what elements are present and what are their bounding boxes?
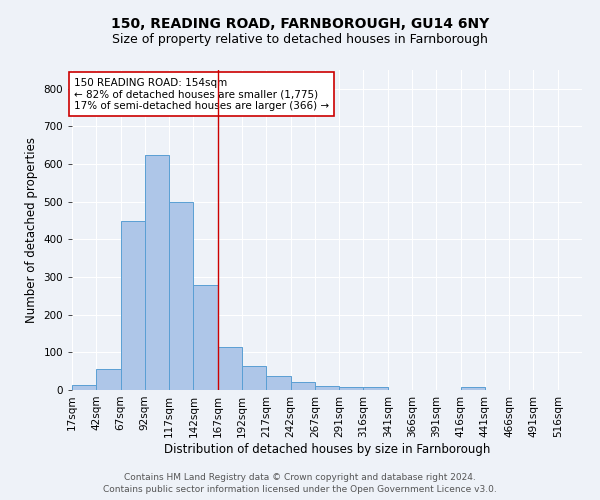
Bar [242,366,266,390]
Text: Size of property relative to detached houses in Farnborough: Size of property relative to detached ho… [112,32,488,46]
Bar [315,386,339,390]
Y-axis label: Number of detached properties: Number of detached properties [25,137,38,323]
Bar [193,284,218,390]
Bar [96,370,121,390]
Bar [339,388,364,390]
Bar [461,388,485,390]
Bar [145,154,169,390]
Bar [72,386,96,390]
Bar [266,376,290,390]
Text: Contains HM Land Registry data © Crown copyright and database right 2024.: Contains HM Land Registry data © Crown c… [124,473,476,482]
Bar [169,202,193,390]
Bar [364,388,388,390]
Text: 150, READING ROAD, FARNBOROUGH, GU14 6NY: 150, READING ROAD, FARNBOROUGH, GU14 6NY [111,18,489,32]
X-axis label: Distribution of detached houses by size in Farnborough: Distribution of detached houses by size … [164,442,490,456]
Bar [218,346,242,390]
Bar [121,220,145,390]
Bar [290,382,315,390]
Text: 150 READING ROAD: 154sqm
← 82% of detached houses are smaller (1,775)
17% of sem: 150 READING ROAD: 154sqm ← 82% of detach… [74,78,329,110]
Text: Contains public sector information licensed under the Open Government Licence v3: Contains public sector information licen… [103,486,497,494]
